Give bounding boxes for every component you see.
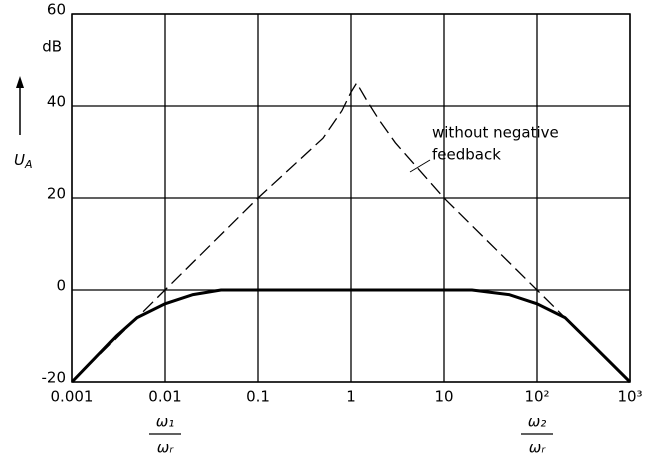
x-tick-label: 10² <box>524 388 549 406</box>
y-axis-label: UA <box>14 151 33 172</box>
axis-arrowhead <box>16 76 24 88</box>
x-tick-label: 1 <box>346 388 356 406</box>
annotation-leader <box>409 159 431 173</box>
annotation: without negative <box>432 124 559 142</box>
x-tick-label: 10³ <box>617 388 642 406</box>
marker-numerator: ω₂ <box>528 413 547 431</box>
y-tick-label: 40 <box>47 93 66 111</box>
y-tick-label: 20 <box>47 185 66 203</box>
x-tick-label: 10 <box>434 388 453 406</box>
y-tick-label: -20 <box>42 369 67 387</box>
marker-denominator: ωᵣ <box>529 439 547 457</box>
y-tick-label: 60 <box>47 1 66 19</box>
y-axis-subscript: A <box>24 158 33 171</box>
marker-numerator: ω₁ <box>156 413 175 431</box>
x-tick-label: 0.001 <box>51 388 94 406</box>
marker-denominator: ωᵣ <box>157 439 175 457</box>
y-unit: dB <box>42 38 62 56</box>
x-tick-label: 0.01 <box>148 388 181 406</box>
x-tick-label: 0.1 <box>246 388 270 406</box>
y-axis-symbol: U <box>14 151 25 169</box>
dashed-curve <box>71 81 631 383</box>
plot-frame <box>71 13 631 383</box>
annotation: feedback <box>432 146 501 164</box>
solid-curve <box>70 288 632 384</box>
y-tick-label: 0 <box>56 277 66 295</box>
